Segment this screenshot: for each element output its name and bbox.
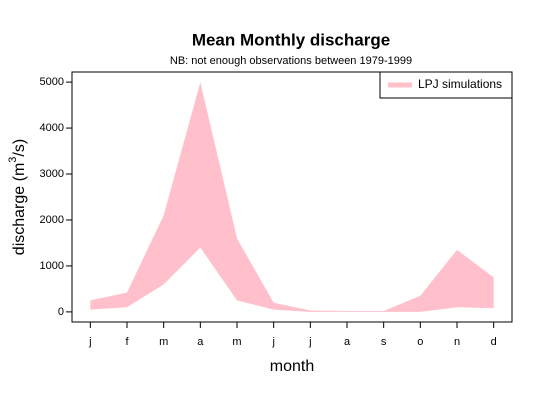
x-tick-label: f (125, 336, 129, 348)
x-tick-label: m (232, 336, 241, 348)
legend-label: LPJ simulations (418, 77, 502, 91)
y-axis-label-sup: 3 (7, 157, 19, 163)
y-axis-label-part: /s) (11, 139, 28, 157)
plot-frame (71, 71, 513, 323)
x-tick-label: s (381, 336, 387, 348)
y-tick-label: 5000 (40, 76, 64, 88)
x-tick-label: j (88, 336, 91, 348)
y-tick-label: 1000 (40, 260, 64, 272)
x-tick-label: m (159, 336, 168, 348)
y-axis-label-part: discharge (m (11, 163, 28, 255)
x-tick-label: a (344, 336, 351, 348)
x-tick-label: n (454, 336, 460, 348)
chart-title: Mean Monthly discharge (192, 30, 390, 49)
x-axis-label: month (270, 358, 314, 375)
y-tick-label: 4000 (40, 122, 64, 134)
band-area (90, 82, 494, 312)
y-tick-label: 3000 (40, 168, 64, 180)
y-tick-label: 2000 (40, 214, 64, 226)
chart-subtitle: NB: not enough observations between 1979… (170, 55, 412, 67)
x-tick-label: o (417, 336, 423, 348)
x-tick-label: j (271, 336, 274, 348)
x-tick-label: j (308, 336, 311, 348)
x-tick-label: d (491, 336, 497, 348)
y-axis-label: discharge (m3/s) (7, 139, 28, 255)
x-tick-label: a (197, 336, 204, 348)
y-tick-label: 0 (58, 306, 64, 318)
